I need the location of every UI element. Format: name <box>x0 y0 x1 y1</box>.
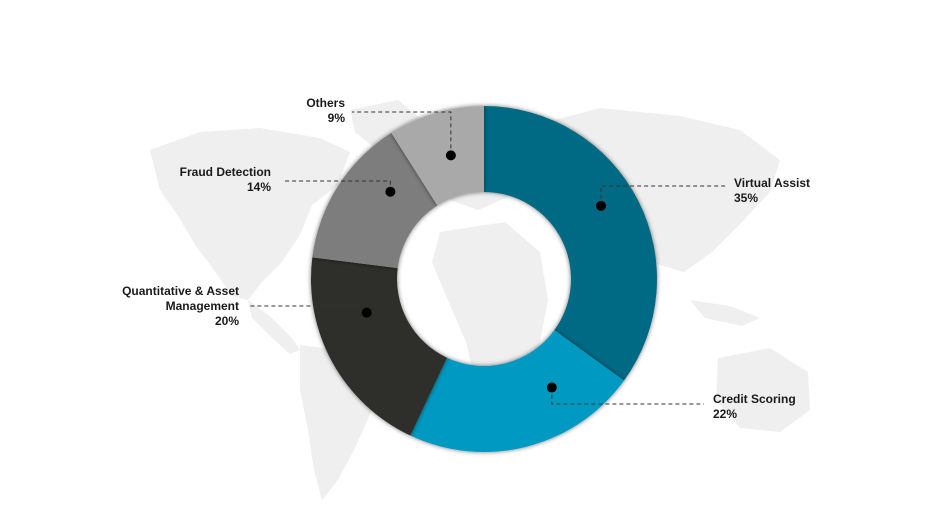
label-name: Credit Scoring <box>713 392 796 406</box>
slice-credit-scoring <box>410 330 624 452</box>
label-fraud-detection: Fraud Detection 14% <box>180 165 271 195</box>
leader-lines <box>248 111 726 405</box>
label-value: 14% <box>246 180 271 194</box>
slice-virtual-assist <box>484 106 657 381</box>
leader-line-credit-scoring <box>551 387 704 405</box>
label-value: 9% <box>327 111 345 125</box>
label-name: Quantitative & Asset Management <box>122 284 239 313</box>
slice-quantitative-and-asset-management <box>311 257 447 436</box>
label-value: 35% <box>734 191 759 205</box>
label-name: Fraud Detection <box>179 165 271 179</box>
label-value: 22% <box>713 407 738 421</box>
label-virtual-assist: Virtual Assist 35% <box>734 176 810 206</box>
leader-dot-virtual-assist <box>596 200 607 211</box>
label-name: Others <box>306 96 345 110</box>
leader-dot-others <box>445 150 456 161</box>
leader-line-others <box>352 111 452 156</box>
label-others: Others 9% <box>306 96 345 126</box>
leader-dot-credit-scoring <box>546 382 557 393</box>
leader-dot-fraud-detection <box>385 186 396 197</box>
label-quantitative-asset-management: Quantitative & Asset Management 20% <box>59 284 239 329</box>
slice-others <box>391 106 484 206</box>
label-credit-scoring: Credit Scoring 22% <box>713 392 796 422</box>
leader-dot-quantitative-and-asset-management <box>361 307 372 318</box>
donut-slices <box>311 106 657 452</box>
slice-fraud-detection <box>312 132 438 269</box>
label-value: 20% <box>214 314 239 328</box>
label-name: Virtual Assist <box>734 176 811 190</box>
